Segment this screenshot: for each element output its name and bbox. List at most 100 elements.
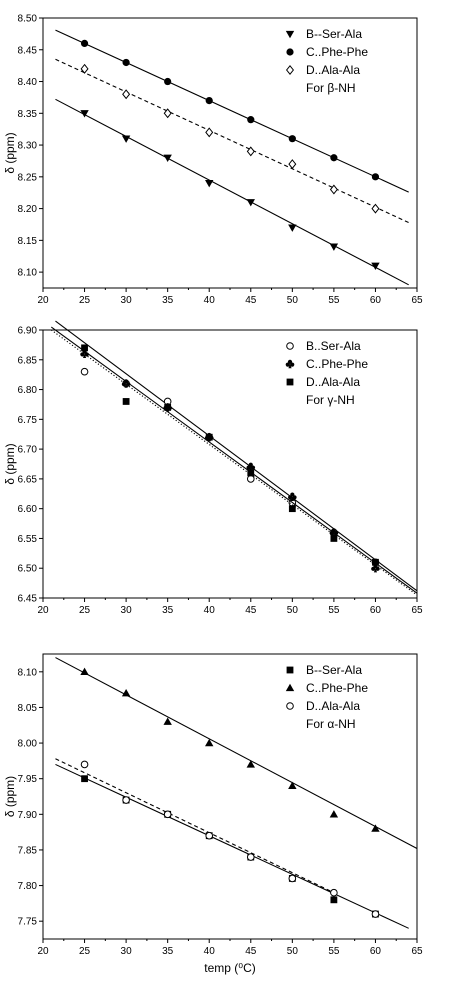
data-point	[205, 127, 214, 138]
data-point	[371, 824, 380, 832]
data-point	[330, 888, 338, 897]
x-axis-title: temp (⁰C)	[204, 961, 255, 975]
y-tick-label: 8.25	[18, 172, 38, 183]
data-point	[329, 243, 339, 251]
x-tick-label: 25	[79, 946, 91, 957]
fit-line	[55, 58, 409, 224]
fit-line	[55, 29, 409, 193]
y-tick-label: 6.70	[18, 445, 38, 456]
data-point	[122, 58, 130, 67]
data-point	[246, 199, 255, 207]
data-point	[288, 492, 297, 501]
data-point	[288, 135, 296, 143]
legend-label: C..Phe-Phe	[306, 681, 368, 695]
legend-label: C..Phe-Phe	[306, 357, 368, 371]
fit-line	[55, 763, 409, 929]
data-point	[80, 110, 89, 118]
data-point	[205, 180, 214, 188]
y-tick-label: 6.45	[18, 594, 38, 605]
data-point	[247, 116, 255, 124]
legend-note: For α-NH	[306, 717, 356, 731]
y-axis-title: δ (ppm)	[3, 443, 17, 484]
y-tick-label: 6.65	[18, 474, 38, 485]
data-point	[122, 89, 131, 100]
data-point	[371, 173, 380, 181]
legend: B--Ser-Ala C..Phe-Phe D..Ala-Ala For α-NH	[285, 663, 368, 731]
fit-line	[55, 98, 409, 286]
y-tick-label: 8.05	[18, 703, 38, 714]
y-tick-label: 6.55	[18, 534, 38, 545]
data-point	[371, 203, 380, 214]
x-tick-label: 60	[370, 605, 382, 616]
x-tick-label: 45	[245, 295, 257, 306]
data-point	[81, 775, 88, 783]
data-point	[329, 810, 339, 818]
data-point	[246, 462, 256, 472]
data-point	[329, 184, 338, 195]
legend-marker	[285, 683, 295, 692]
data-point	[372, 558, 379, 566]
legend-marker	[286, 378, 294, 386]
x-tick-label: 20	[37, 605, 49, 616]
data-point	[122, 796, 130, 804]
y-tick-label: 6.85	[18, 355, 38, 366]
x-tick-label: 25	[79, 605, 91, 616]
legend-marker	[286, 666, 294, 674]
data-point	[205, 831, 214, 840]
y-axis-title: δ (ppm)	[3, 132, 17, 173]
series-1	[55, 98, 409, 286]
data-point	[288, 505, 296, 513]
y-tick-label: 6.80	[18, 385, 38, 396]
legend-marker	[286, 342, 294, 350]
data-point	[371, 910, 380, 918]
chart-panel-3: 20 25 30 35 40 45 50 55 60 65 7.75 7.80 7.85 7.90 7.95…	[3, 653, 423, 975]
x-tick-label: 45	[245, 946, 257, 957]
legend-label: D..Ala-Ala	[306, 699, 360, 713]
x-tick-label: 50	[287, 946, 299, 957]
fit-line	[55, 758, 335, 894]
data-point	[330, 154, 338, 162]
y-tick-label: 8.50	[18, 14, 38, 25]
y-tick-label: 8.10	[18, 667, 38, 678]
data-point	[246, 853, 255, 861]
data-point	[80, 367, 89, 376]
y-tick-label: 8.00	[18, 739, 38, 750]
series-2	[55, 29, 409, 193]
series-1	[55, 763, 409, 929]
legend: B..Ser-Ala C..Phe-Phe D..Ala-Ala For γ-NH	[285, 339, 368, 407]
x-tick-label: 50	[287, 605, 299, 616]
legend: B--Ser-Ala C..Phe-Phe D..Ala-Ala For β-NH	[285, 27, 368, 95]
data-point	[164, 77, 172, 86]
fit-line	[55, 657, 418, 849]
y-tick-label: 7.85	[18, 845, 38, 856]
y-tick-label: 6.90	[18, 326, 38, 337]
chart-panel-1: 20 25 30 35 40 45 50 55 60 65 8.10 8.15 8.20 8.25 8.30…	[3, 14, 423, 307]
data-point	[163, 717, 172, 725]
x-tick-label: 55	[328, 295, 340, 306]
x-tick-label: 40	[204, 605, 216, 616]
data-point	[80, 667, 89, 675]
series-3	[50, 326, 418, 594]
data-point	[163, 810, 172, 819]
data-point	[246, 760, 255, 768]
data-point	[122, 398, 130, 405]
fit-line	[50, 326, 418, 594]
data-point	[288, 159, 297, 170]
legend-label: D..Ala-Ala	[306, 375, 360, 389]
x-tick-label: 45	[245, 605, 257, 616]
x-tick-label: 55	[328, 605, 340, 616]
data-point	[205, 433, 213, 441]
x-tick-label: 20	[37, 946, 49, 957]
y-tick-label: 8.10	[18, 268, 38, 279]
data-point	[330, 535, 338, 542]
x-tick-label: 35	[162, 946, 174, 957]
legend-label: B--Ser-Ala	[306, 663, 362, 677]
data-point	[163, 108, 172, 119]
y-tick-label: 8.30	[18, 141, 38, 152]
x-tick-label: 65	[411, 295, 423, 306]
x-tick-label: 65	[411, 946, 423, 957]
data-point	[288, 781, 297, 789]
series-3	[55, 58, 409, 224]
fit-line	[55, 320, 418, 592]
